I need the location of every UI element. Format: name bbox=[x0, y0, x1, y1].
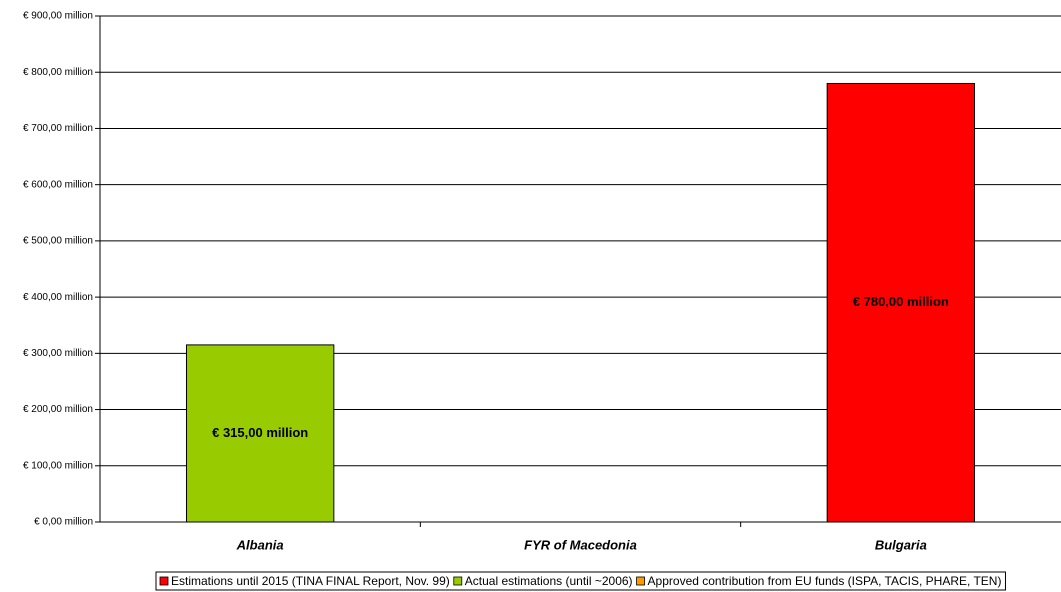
y-tick-label: € 400,00 million bbox=[23, 292, 93, 303]
legend-swatch bbox=[636, 576, 645, 586]
legend-label: Actual estimations (until ~2006) bbox=[465, 574, 633, 588]
y-tick-label: € 600,00 million bbox=[23, 179, 93, 190]
legend-swatch bbox=[453, 576, 463, 586]
x-tick-label: Albania bbox=[236, 537, 284, 552]
y-tick-label: € 0,00 million bbox=[34, 517, 93, 528]
y-tick-label: € 200,00 million bbox=[23, 404, 93, 415]
x-tick-label: FYR of Macedonia bbox=[524, 537, 637, 552]
legend-box bbox=[155, 571, 1006, 591]
legend-label: Approved contribution from EU funds (ISP… bbox=[648, 574, 1002, 588]
y-tick-label: € 700,00 million bbox=[23, 123, 93, 134]
legend-label: Estimations until 2015 (TINA FINAL Repor… bbox=[171, 574, 450, 588]
data-label: € 315,00 million bbox=[212, 425, 308, 440]
y-tick-label: € 300,00 million bbox=[23, 348, 93, 359]
bar bbox=[826, 82, 976, 523]
y-tick-label: € 500,00 million bbox=[23, 236, 93, 247]
bar bbox=[185, 344, 335, 523]
y-tick-label: € 900,00 million bbox=[23, 11, 93, 22]
x-tick-label: Bulgaria bbox=[875, 537, 927, 552]
y-tick-label: € 800,00 million bbox=[23, 67, 93, 78]
data-label: € 780,00 million bbox=[853, 294, 949, 309]
legend-swatch bbox=[159, 576, 169, 586]
y-tick-label: € 100,00 million bbox=[23, 460, 93, 471]
